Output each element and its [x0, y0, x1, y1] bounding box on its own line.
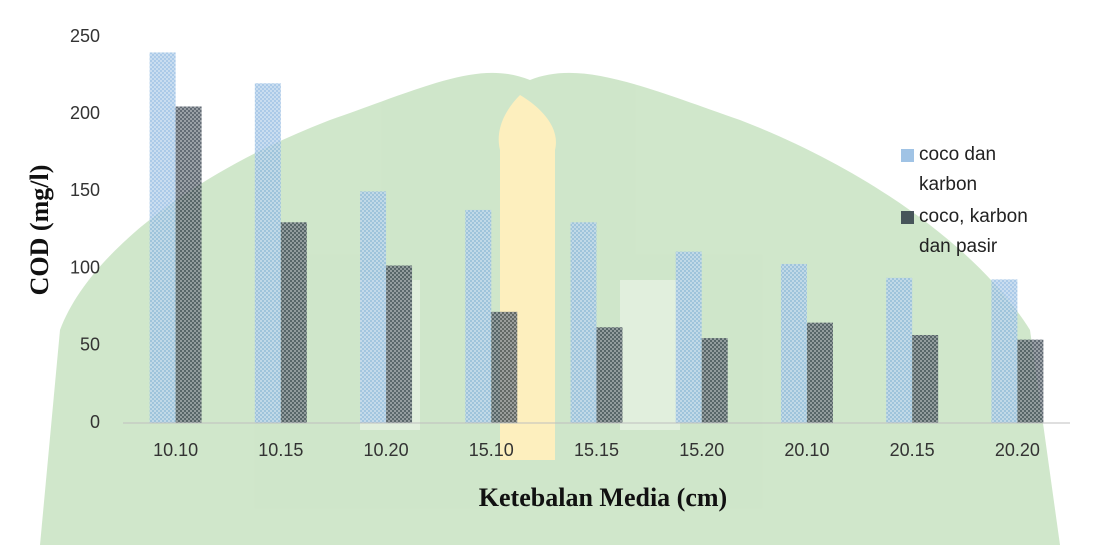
y-tick-label: 200	[70, 103, 100, 123]
x-tick-label: 15.15	[574, 440, 619, 460]
legend-swatch	[901, 149, 914, 162]
x-tick-label: 15.10	[469, 440, 514, 460]
y-tick-label: 0	[90, 412, 100, 432]
bar	[912, 334, 939, 423]
bar	[806, 322, 833, 423]
bar	[991, 279, 1018, 423]
bar	[254, 83, 281, 423]
x-axis-title: Ketebalan Media (cm)	[479, 483, 727, 512]
watermark	[40, 72, 1060, 545]
x-tick-label: 10.15	[258, 440, 303, 460]
x-tick-label: 20.20	[995, 440, 1040, 460]
legend-label: coco, karbon dan pasir	[919, 206, 1028, 257]
bar	[360, 191, 387, 423]
x-tick-label: 15.20	[679, 440, 724, 460]
y-tick-label: 50	[80, 335, 100, 355]
y-tick-label: 250	[70, 26, 100, 46]
bar	[465, 209, 492, 423]
bar	[149, 52, 176, 423]
legend-swatch	[901, 211, 914, 224]
legend-label: coco dan karbon	[919, 144, 997, 195]
bar	[780, 263, 807, 423]
y-axis-title: COD (mg/l)	[25, 165, 54, 296]
y-tick-label: 100	[70, 257, 100, 277]
x-tick-label: 20.15	[890, 440, 935, 460]
bar	[1017, 339, 1044, 423]
legend-item: coco dan karbon	[897, 140, 1047, 200]
bar	[175, 106, 202, 423]
bar	[570, 222, 597, 423]
bar	[886, 277, 913, 423]
x-tick-label: 10.20	[364, 440, 409, 460]
bar	[596, 327, 623, 423]
bar	[675, 251, 702, 423]
x-tick-label: 20.10	[784, 440, 829, 460]
bar	[386, 265, 413, 423]
bar	[701, 338, 728, 423]
legend-item: coco, karbon dan pasir	[897, 202, 1047, 262]
y-tick-label: 150	[70, 180, 100, 200]
x-tick-label: 10.10	[153, 440, 198, 460]
bar	[280, 222, 307, 423]
bar	[491, 311, 518, 423]
legend: coco dan karbon coco, karbon dan pasir	[897, 140, 1047, 264]
